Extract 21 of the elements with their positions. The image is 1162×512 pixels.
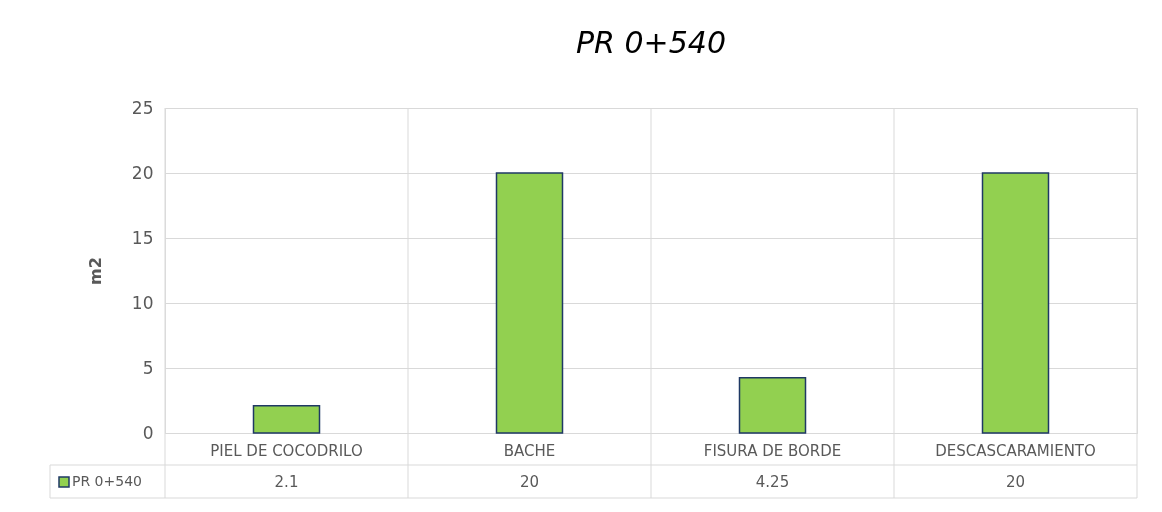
bar: [495, 172, 564, 434]
bar: [252, 404, 321, 434]
x-tick-label: FISURA DE BORDE: [703, 441, 842, 460]
data-label: 20: [1005, 473, 1026, 491]
y-tick-label: 15: [131, 227, 154, 248]
x-tick-label: PIEL DE COCODRILO: [210, 441, 363, 460]
bar: [981, 172, 1050, 434]
data-label: 4.25: [755, 473, 790, 491]
x-tick-label: BACHE: [503, 441, 556, 460]
legend-label: PR 0+540: [72, 473, 142, 489]
bar: [738, 377, 807, 434]
x-tick-label: DESCASCARAMIENTO: [935, 441, 1096, 460]
chart-title: PR 0+540: [576, 25, 726, 60]
y-tick-label: 25: [131, 97, 154, 118]
y-tick-label: 5: [142, 357, 154, 378]
data-label: 20: [519, 473, 540, 491]
y-tick-label: 0: [142, 422, 154, 443]
y-axis-title: m2: [85, 257, 105, 285]
y-tick-label: 20: [131, 162, 154, 183]
data-label: 2.1: [274, 473, 299, 491]
y-tick-label: 10: [131, 292, 154, 313]
